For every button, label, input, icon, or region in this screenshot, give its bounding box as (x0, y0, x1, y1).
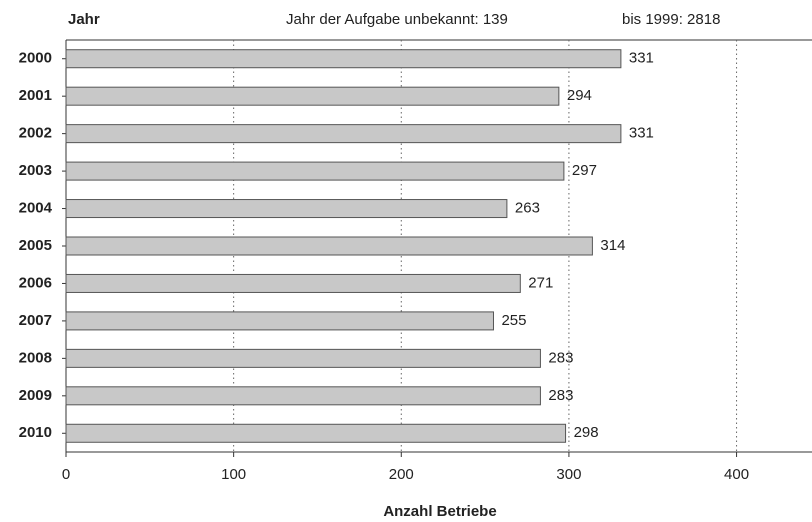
x-tick-label: 300 (556, 466, 581, 483)
value-label: 255 (501, 312, 526, 329)
y-tick-label: 2007 (19, 312, 52, 329)
y-tick-label: 2002 (19, 125, 52, 142)
value-label: 283 (548, 349, 573, 366)
y-tick-label: 2004 (19, 200, 53, 217)
bar (65, 386, 541, 406)
bar (65, 236, 593, 256)
y-tick-label: 2003 (19, 162, 52, 179)
annotation: bis 1999: 2818 (622, 11, 720, 28)
annotation: Jahr der Aufgabe unbekannt: 139 (286, 11, 508, 28)
y-tick-label: 2008 (19, 349, 52, 366)
y-axis-label: Jahr (68, 11, 100, 28)
value-label: 263 (515, 200, 540, 217)
bar (65, 199, 508, 219)
y-tick-label: 2000 (19, 50, 52, 67)
x-tick-label: 400 (724, 466, 749, 483)
value-label: 294 (567, 87, 592, 104)
bar (65, 273, 521, 293)
y-tick-label: 2001 (19, 87, 52, 104)
y-tick-label: 2006 (19, 274, 52, 291)
bar (65, 124, 622, 144)
bar (65, 86, 560, 106)
value-label: 283 (548, 387, 573, 404)
value-label: 314 (600, 237, 625, 254)
bar (65, 49, 622, 69)
x-tick-label: 0 (62, 466, 70, 483)
bar (65, 423, 567, 443)
value-label: 331 (629, 125, 654, 142)
value-label: 271 (528, 274, 553, 291)
x-tick-label: 200 (389, 466, 414, 483)
y-tick-label: 2005 (19, 237, 52, 254)
y-tick-label: 2010 (19, 424, 52, 441)
value-label: 297 (572, 162, 597, 179)
bar (65, 311, 494, 331)
value-label: 298 (574, 424, 599, 441)
bar (65, 348, 541, 368)
x-axis-label: Anzahl Betriebe (383, 503, 496, 520)
x-tick-label: 100 (221, 466, 246, 483)
bar (65, 161, 565, 181)
y-tick-label: 2009 (19, 387, 52, 404)
value-label: 331 (629, 50, 654, 67)
